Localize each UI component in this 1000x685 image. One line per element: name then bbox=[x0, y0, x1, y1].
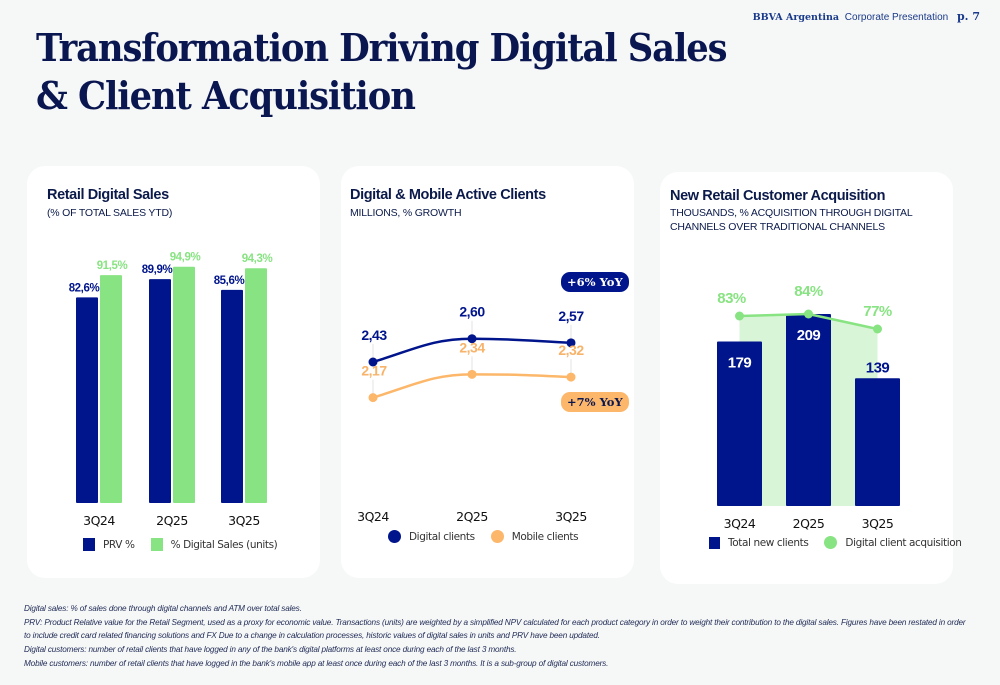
data-label: 2,60 bbox=[459, 304, 485, 320]
bar-total-new-clients-3q25 bbox=[855, 378, 900, 506]
bar--digital-sales-units--3q24 bbox=[100, 275, 122, 503]
legend-swatch-digital-sales bbox=[150, 538, 163, 551]
mobile-growth-badge: +7% YoY bbox=[561, 392, 629, 412]
retail-digital-sales-card: Retail Digital Sales (% OF TOTAL SALES Y… bbox=[27, 166, 320, 578]
x-tick-label: 3Q25 bbox=[555, 509, 587, 524]
data-point bbox=[467, 334, 477, 344]
digital-growth-badge: +6% YoY bbox=[561, 272, 629, 292]
legend-label: PRV % bbox=[103, 538, 135, 551]
data-label: 94,9% bbox=[170, 252, 201, 264]
data-label: 91,5% bbox=[97, 260, 128, 272]
chart-subtitle: (% OF TOTAL SALES YTD) bbox=[47, 207, 173, 219]
legend-label: Total new clients bbox=[728, 536, 809, 549]
legend-item-total-new-clients: Total new clients bbox=[709, 536, 809, 549]
data-label: 2,34 bbox=[459, 339, 485, 355]
data-label: 179 bbox=[728, 355, 752, 372]
footnote-digital-sales: Digital sales: % of sales done through d… bbox=[24, 604, 302, 613]
legend-dot-digital-clients bbox=[388, 530, 401, 543]
legend-item-digital-acquisition: Digital client acquisition bbox=[824, 536, 962, 549]
bar-prv--3q24 bbox=[76, 297, 98, 503]
legend-item-prv: PRV % bbox=[83, 538, 135, 551]
bar--digital-sales-units--3q25 bbox=[245, 268, 267, 503]
data-label: 2,57 bbox=[558, 308, 584, 324]
page-title-line-1: Transformation Driving Digital Sales bbox=[36, 25, 728, 70]
data-point bbox=[368, 357, 378, 367]
chart-legend: Digital clients Mobile clients bbox=[388, 530, 594, 543]
footnote-digital-customers: Digital customers: number of retail clie… bbox=[24, 645, 517, 655]
document-title: Corporate Presentation bbox=[844, 12, 949, 23]
chart-title: New Retail Customer Acquisition bbox=[670, 188, 886, 204]
data-point bbox=[566, 338, 576, 348]
data-label: 84% bbox=[794, 283, 823, 300]
data-point bbox=[566, 372, 576, 382]
data-label: 2,17 bbox=[361, 363, 387, 379]
legend-dot-digital-acquisition bbox=[824, 536, 838, 549]
data-label: 83% bbox=[717, 290, 746, 307]
data-point bbox=[804, 309, 813, 319]
page-title-line-2: & Client Acquisition bbox=[36, 73, 416, 118]
data-point bbox=[467, 369, 477, 379]
chart-subtitle-line-1: THOUSANDS, % ACQUISITION THROUGH DIGITAL bbox=[670, 207, 913, 219]
legend-dot-mobile-clients bbox=[490, 530, 504, 543]
footnote-prv: PRV: Product Relative value for the Reta… bbox=[24, 617, 966, 641]
legend-swatch-total-new-clients bbox=[709, 536, 720, 549]
bar-prv--2q25 bbox=[149, 279, 171, 503]
bar-prv--3q25 bbox=[221, 289, 243, 503]
data-label: 94,3% bbox=[242, 253, 273, 265]
x-tick-label: 2Q25 bbox=[456, 509, 488, 524]
legend-label: Mobile clients bbox=[511, 530, 579, 543]
retail-digital-sales-chart: 82,6% 91,5% 3Q24 89,9%94,9% 2Q25 85,6% 94,3% 3Q… bbox=[69, 252, 273, 528]
data-point bbox=[735, 311, 744, 321]
chart-legend: PRV % % Digital Sales (units) bbox=[83, 538, 293, 551]
chart-subtitle: THOUSANDS, % ACQUISITION THROUGH DIGITAL… bbox=[670, 206, 913, 234]
legend-label: Digital clients bbox=[409, 530, 475, 543]
data-label: 2,43 bbox=[361, 327, 387, 343]
chart-title: Retail Digital Sales bbox=[47, 187, 169, 203]
x-tick-label: 2Q25 bbox=[793, 516, 825, 531]
page-header: BBVA Argentina Corporate Presentation p.… bbox=[753, 10, 980, 23]
data-label: 85,6% bbox=[214, 275, 245, 287]
legend-label: % Digital Sales (units) bbox=[170, 538, 278, 551]
x-tick-label: 3Q24 bbox=[83, 513, 115, 528]
customer-acquisition-card: New Retail Customer Acquisition THOUSAND… bbox=[660, 172, 962, 584]
data-label: 209 bbox=[797, 327, 821, 344]
legend-item-digital-clients: Digital clients bbox=[388, 530, 475, 543]
data-label: 77% bbox=[863, 303, 892, 320]
chart-title: Digital & Mobile Active Clients bbox=[350, 187, 546, 203]
chart-legend: Total new clients Digital client acquisi… bbox=[709, 536, 978, 549]
active-clients-chart: 2,43 2,60 2,57 2,17 2,34 2,32 3Q24 2Q25 3Q25 bbox=[357, 304, 587, 524]
legend-swatch-prv bbox=[83, 538, 95, 551]
data-point bbox=[368, 393, 378, 403]
bar--digital-sales-units--2q25 bbox=[173, 266, 195, 503]
chart-subtitle-line-2: CHANNELS OVER TRADITIONAL CHANNELS bbox=[670, 221, 885, 233]
x-tick-label: 3Q25 bbox=[862, 516, 894, 531]
footnote-mobile-customers: Mobile customers: number of retail clien… bbox=[24, 658, 609, 668]
bar-total-new-clients-2q25 bbox=[786, 314, 831, 506]
page-title: Transformation Driving Digital Sales & C… bbox=[36, 24, 743, 120]
x-tick-label: 3Q24 bbox=[357, 509, 389, 524]
legend-item-digital-sales: % Digital Sales (units) bbox=[150, 538, 278, 551]
x-tick-label: 3Q24 bbox=[724, 516, 756, 531]
legend-label: Digital client acquisition bbox=[845, 536, 962, 549]
x-tick-label: 2Q25 bbox=[156, 513, 188, 528]
data-label: 82,6% bbox=[69, 282, 100, 294]
page-number: p. 7 bbox=[956, 10, 980, 23]
brand-name: BBVA Argentina bbox=[752, 12, 840, 23]
footnotes: Digital sales: % of sales done through d… bbox=[24, 602, 974, 671]
x-tick-label: 3Q25 bbox=[228, 513, 260, 528]
data-label: 89,9% bbox=[142, 264, 173, 276]
active-clients-card: Digital & Mobile Active Clients MILLIONS… bbox=[341, 166, 634, 578]
customer-acquisition-chart: 179 3Q24 209 2Q25 139 3Q25 83% 84% 77% bbox=[717, 283, 900, 531]
data-label: 139 bbox=[866, 359, 890, 376]
data-point bbox=[873, 324, 882, 334]
data-label: 2,32 bbox=[558, 342, 584, 358]
legend-item-mobile-clients: Mobile clients bbox=[490, 530, 579, 543]
chart-subtitle: MILLIONS, % GROWTH bbox=[350, 207, 462, 219]
bar-total-new-clients-3q24 bbox=[717, 341, 762, 506]
